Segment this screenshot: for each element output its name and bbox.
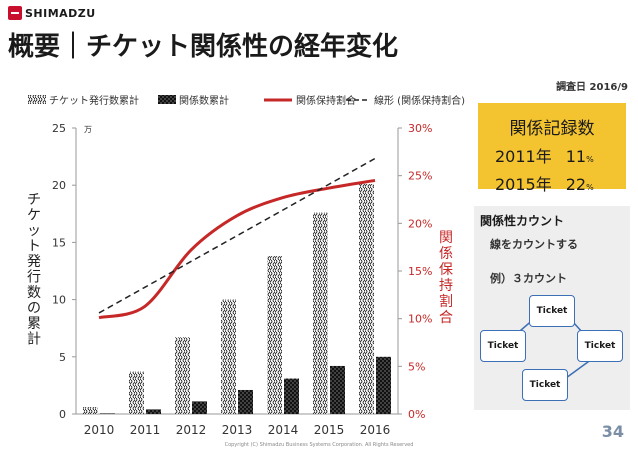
survey-date-label: 調査日: [556, 82, 587, 93]
left-axis-title-char: の: [27, 301, 41, 317]
left-axis-title-char: 数: [27, 285, 41, 301]
legend-swatch-relation: [158, 95, 176, 104]
relation-count-text: 線をカウントする: [490, 238, 578, 251]
bar-relation-count: [238, 389, 253, 414]
right-axis-title-char: 関: [439, 230, 453, 246]
record-row-2015: 2015年 22%: [495, 171, 626, 195]
ticket-node: Ticket: [577, 330, 623, 362]
trend-line: [98, 157, 376, 314]
left-tick-label: 5: [59, 351, 66, 364]
survey-date-value: 2016/9: [589, 82, 628, 93]
bar-relation-count: [330, 365, 345, 414]
ticket-node: Ticket: [480, 330, 526, 362]
legend-swatch-ticket: [28, 95, 46, 104]
record-value: 22: [565, 175, 587, 194]
ticket-chart: チケット発行数累計 関係数累計 関係保持割合 線形 (関係保持割合) 05101520…: [27, 94, 465, 437]
relation-count-title: 関係性カウント: [480, 214, 565, 228]
relation-record-box: 関係記録数 2011年 11% 2015年 22%: [478, 103, 626, 194]
record-unit: %: [586, 155, 594, 164]
right-tick-label: 15%: [408, 265, 432, 278]
bar-ticket-count: [359, 184, 374, 414]
right-tick-label: 25%: [408, 170, 432, 183]
bar-ticket-count: [83, 407, 98, 414]
bar-ticket-count: [221, 299, 236, 414]
record-unit: %: [586, 183, 594, 192]
left-tick-label: 0: [59, 408, 66, 421]
company-logo: SHIMADZU: [8, 6, 96, 20]
record-year: 2015年: [495, 175, 552, 194]
right-tick-label: 30%: [408, 122, 432, 135]
copyright-text: Copyright (C) Shimadzu Business Systems …: [224, 442, 414, 448]
right-axis-title-char: 係: [439, 246, 453, 262]
x-tick-label: 2015: [314, 423, 345, 437]
right-tick-label: 0%: [408, 408, 425, 421]
survey-date: 調査日 2016/9: [556, 78, 628, 93]
x-tick-label: 2011: [130, 423, 161, 437]
left-axis-title-char: チ: [27, 192, 41, 208]
legend-label: 関係保持割合: [296, 94, 356, 107]
bar-relation-count: [284, 378, 299, 414]
legend-label: チケット発行数累計: [49, 94, 139, 107]
left-tick-label: 15: [52, 236, 66, 249]
left-axis-title-char: 行: [27, 270, 41, 286]
bar-relation-count: [376, 356, 391, 414]
right-tick-label: 20%: [408, 217, 432, 230]
record-year: 2011年: [495, 147, 552, 166]
bar-ticket-count: [129, 371, 144, 414]
left-axis-title-char: 計: [27, 332, 41, 348]
left-axis-title-char: ッ: [27, 223, 41, 239]
page-number: 34: [601, 422, 624, 441]
ticket-node: Ticket: [522, 369, 568, 401]
right-axis-title-char: 合: [439, 310, 453, 326]
x-tick-label: 2010: [84, 423, 115, 437]
logo-mark-icon: [8, 6, 22, 20]
bar-ticket-count: [267, 256, 282, 414]
page-title: 概要｜チケット関係性の経年変化: [8, 32, 399, 62]
relation-count-example: 例）３カウント: [490, 272, 567, 285]
ratio-line: [98, 178, 376, 320]
left-tick-label: 20: [52, 179, 66, 192]
right-axis-title-char: 保: [439, 262, 453, 278]
left-axis-title-char: 発: [27, 254, 41, 270]
relation-record-title: 関係記録数: [509, 119, 595, 139]
ticket-node: Ticket: [529, 295, 575, 327]
left-unit-label: 万: [84, 125, 92, 134]
left-tick-label: 10: [52, 294, 66, 307]
legend-label: 関係数累計: [179, 94, 229, 107]
x-tick-label: 2016: [360, 423, 391, 437]
right-axis-title-char: 持: [439, 278, 453, 294]
bar-relation-count: [192, 401, 207, 414]
right-axis-title-char: 割: [439, 293, 453, 310]
x-tick-label: 2013: [222, 423, 253, 437]
bar-relation-count: [100, 413, 115, 414]
bar-ticket-count: [313, 212, 328, 414]
right-tick-label: 10%: [408, 313, 432, 326]
left-tick-label: 25: [52, 122, 66, 135]
logo-text: SHIMADZU: [25, 6, 96, 20]
connection-line: [565, 358, 593, 379]
left-axis-title-char: ケ: [27, 208, 41, 224]
right-tick-label: 5%: [408, 360, 425, 373]
relation-count-panel: 関係性カウント 線をカウントする 例）３カウント Ticket Ticket T…: [474, 206, 630, 410]
bar-relation-count: [146, 409, 161, 414]
left-axis-title-char: 累: [27, 316, 41, 332]
x-tick-label: 2014: [268, 423, 299, 437]
chart-legend: チケット発行数累計 関係数累計 関係保持割合 線形 (関係保持割合): [28, 94, 465, 107]
record-row-2011: 2011年 11%: [495, 143, 626, 167]
left-axis-title-char: ト: [27, 239, 41, 255]
legend-label: 線形 (関係保持割合): [374, 94, 465, 107]
record-value: 11: [565, 147, 587, 166]
x-tick-label: 2012: [176, 423, 207, 437]
bar-ticket-count: [175, 337, 190, 414]
